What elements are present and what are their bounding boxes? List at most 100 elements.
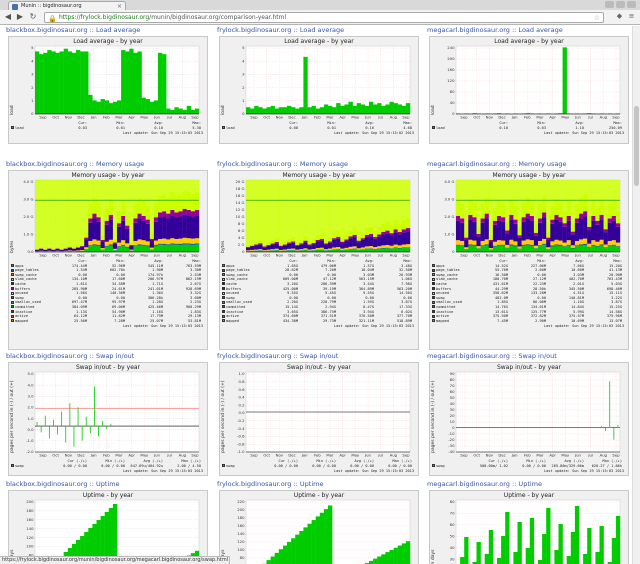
graph-section-link[interactable]: megacarl.bigdinosaur.org :: Memory usage [427,160,567,168]
graph-image[interactable]: Load average - by year load 240 200 160 120 80… [429,36,629,144]
legend-row: swap 0.00 0.00 0.00 0.00 [222,296,412,301]
uptime-bar [299,530,304,564]
graph-image[interactable]: Uptime - by yearuptime in days2001801601… [8,490,208,564]
load-bar [254,105,259,114]
memory-band-segment [550,241,555,246]
memory-band-segment [397,248,402,252]
graph-section-link[interactable]: frylock.bigdinosaur.org :: Uptime [217,480,324,488]
graph-image[interactable]: Memory usage - by year bytes 4.0 G 3.0 G 2.0… [8,170,208,350]
legend-column-header: Cur (-/+) [488,459,508,463]
graph-section-link[interactable]: blackbox.bigdinosaur.org :: Swap in/out [6,352,135,360]
legend-value: 0.00 [78,295,87,300]
graph-section-link[interactable]: blackbox.bigdinosaur.org :: Load average [6,26,141,34]
memory-band-segment [574,246,580,252]
graph-image[interactable]: Swap in/out - by year pages per second in… [429,362,629,476]
legend-value: 18.04M [361,268,374,273]
legend-value: 431.61M [492,281,508,286]
graph-image[interactable]: Load average - by year load 5 4 3 2 1 0 Sep Oct No… [219,36,419,144]
graph-section-link[interactable]: frylock.bigdinosaur.org :: Memory usage [217,160,348,168]
memory-band-segment [369,236,374,247]
legend-swatch [432,319,435,323]
close-tab-icon[interactable]: × [116,3,122,10]
bookmark-star-icon[interactable]: ☆ [593,14,600,22]
graph-image[interactable]: Uptime - by yearuptime in days2202001801… [219,490,419,564]
forward-icon[interactable]: ▶ [16,12,24,21]
memory-band-segment [533,248,539,249]
legend-value: 3.20G [287,281,298,286]
graph-image[interactable]: Swap in/out - by year pages per second in… [219,362,419,476]
back-icon[interactable]: ◀ [4,12,12,21]
y-tick-label: 4 [242,58,245,63]
memory-band-segment [178,243,183,244]
memory-band-segment [579,218,584,240]
memory-band-segment [566,220,571,241]
graph-section-link[interactable]: blackbox.bigdinosaur.org :: Memory usage [6,160,145,168]
load-bar [295,108,300,114]
legend-value: 372.82M [530,314,546,319]
load-bar [129,48,134,114]
x-tick-label: Nov [65,453,73,458]
legend-swatch [11,310,14,314]
memory-band-segment [352,227,357,235]
legend-value: 228.79M [320,300,336,305]
graph-image[interactable]: Uptime - by yearuptime in days8070605040… [429,490,629,564]
memory-band-segment [488,241,494,249]
legend-row: mapped 25.56M 7.28M 25.07M 53.81M [11,319,201,324]
browser-tab[interactable]: Munin :: bigdinosaur.org × [8,1,126,11]
memory-band-segment [137,243,142,245]
memory-band-segment [100,249,105,252]
graph-section-link[interactable]: megacarl.bigdinosaur.org :: Swap in/out [427,352,557,360]
y-tick-label: 5.0 [27,371,34,376]
legend-value: 2.67G [190,281,201,286]
graph-section-link[interactable]: megacarl.bigdinosaur.org :: Load average [427,26,563,34]
memory-band-segment [385,244,390,248]
wrench-menu-icon[interactable]: ≡ [628,12,635,20]
memory-band-segment [166,197,171,214]
graph-image[interactable]: Load average - by year load 5 4 3 2 1 0 Sep Oct No… [8,36,208,144]
graph-section-link[interactable]: megacarl.bigdinosaur.org :: Uptime [427,480,543,488]
page-scrollbar[interactable] [632,26,640,564]
memory-band-segment [492,224,498,242]
memory-band-segment [162,243,167,244]
y-tick-label: 70 [450,511,455,516]
address-bar[interactable]: 🔒 https://frylock.bigdinosaur.org/munin/… [44,12,604,23]
legend-column-header: Min (-/+) [526,459,546,463]
load-bar [47,50,52,114]
memory-band-segment [174,238,179,244]
legend-value: 1.13G [76,309,87,314]
memory-unused-segment [468,180,473,199]
memory-band-segment [153,202,159,218]
graph-image[interactable]: Swap in/out - by year pages per second in… [8,362,208,476]
memory-band-segment [476,246,481,249]
memory-unused-segment [521,180,526,203]
uptime-bar [80,536,85,564]
x-tick-label: May [351,453,360,458]
graph-section-link[interactable]: blackbox.bigdinosaur.org :: Uptime [6,480,120,488]
maximize-icon[interactable] [616,1,625,8]
memory-band-segment [71,246,77,249]
memory-band-segment [178,193,183,212]
memory-unused-segment [332,180,337,233]
close-window-icon[interactable] [627,1,636,8]
memory-band-segment [360,238,366,240]
memory-band-segment [373,249,378,252]
graph-section-link[interactable]: frylock.bigdinosaur.org :: Load average [217,26,345,34]
memory-band-segment [121,245,126,252]
memory-band-segment [129,244,134,246]
graph-section-link[interactable]: frylock.bigdinosaur.org :: Swap in/out [217,352,339,360]
legend-swatch [432,310,435,314]
memory-band-segment [558,202,563,218]
memory-band-segment [311,249,316,251]
minimize-icon[interactable] [605,1,614,8]
memory-band-segment [356,235,361,241]
scrollbar-thumb[interactable] [634,106,639,186]
memory-band-segment [96,221,101,241]
reload-icon[interactable]: ↻ [29,12,37,21]
x-tick-label: Jun [574,253,582,258]
graph-image[interactable]: Memory usage - by year bytes 4.0 G 3.0 G 2.0… [429,170,629,350]
y-tick-label: 0.4 [238,395,245,400]
extension-icon[interactable]: ◆ [616,12,623,20]
memory-band-segment [112,250,118,252]
